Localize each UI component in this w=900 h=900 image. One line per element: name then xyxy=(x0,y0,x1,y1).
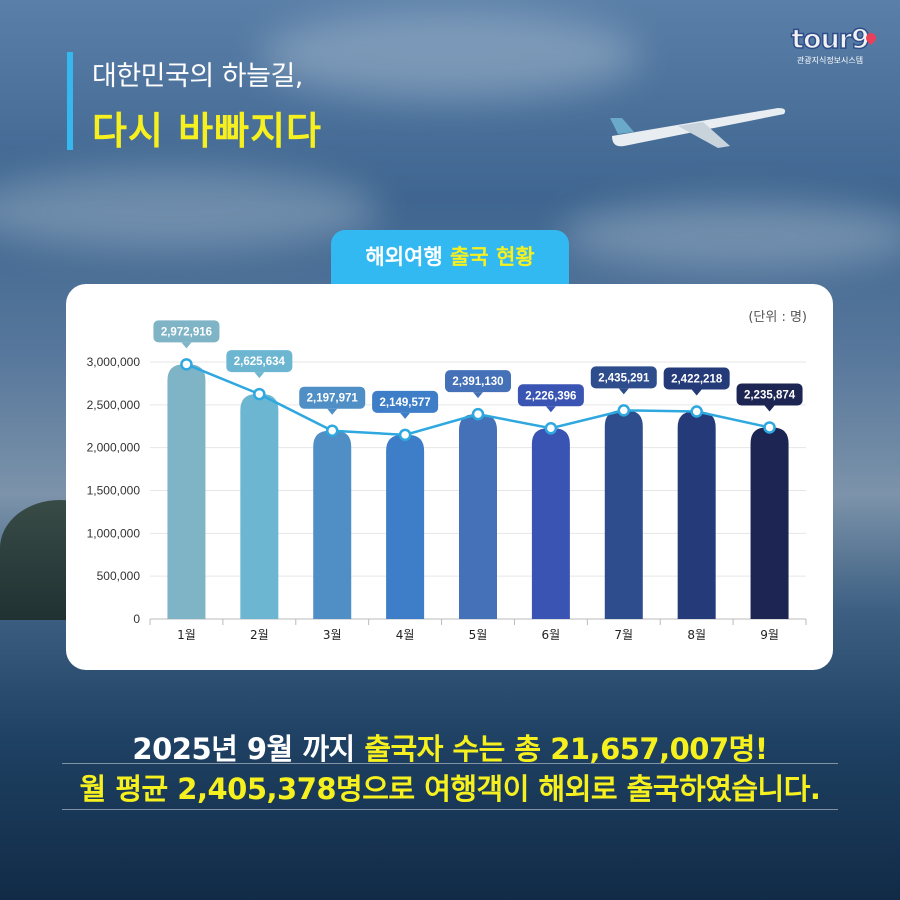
y-tick-label: 2,000,000 xyxy=(87,441,141,455)
y-tick-label: 1,000,000 xyxy=(87,526,141,540)
bar xyxy=(240,394,279,619)
x-tick-label: 9월 xyxy=(760,628,779,642)
data-label-bg xyxy=(663,367,730,390)
cloud xyxy=(260,10,640,100)
data-label-pointer xyxy=(473,392,483,399)
bar xyxy=(459,414,497,619)
x-tick-label: 3월 xyxy=(323,628,342,642)
divider xyxy=(62,763,838,764)
y-tick-label: 0 xyxy=(133,612,140,626)
data-label-bg xyxy=(299,386,366,409)
data-label-bg xyxy=(445,370,511,393)
page-title: 다시 바빠지다 xyxy=(92,109,322,153)
data-label: 2,391,130 xyxy=(452,376,503,388)
x-tick-label: 1월 xyxy=(177,628,196,642)
bar xyxy=(604,410,643,619)
logo-wordmark: tour9 xyxy=(790,23,870,56)
bar xyxy=(386,434,425,619)
bar xyxy=(531,428,570,619)
data-label-pointer xyxy=(400,412,411,419)
y-tick-label: 3,000,000 xyxy=(87,355,141,369)
data-label: 2,149,577 xyxy=(380,397,431,409)
data-point xyxy=(325,424,339,437)
data-label-pointer xyxy=(691,389,702,396)
unit-label: (단위 : 명) xyxy=(748,310,807,325)
data-label: 2,197,971 xyxy=(307,393,359,405)
tour9-logo: tour9 관광지식정보시스템 xyxy=(780,23,880,84)
data-label-pointer xyxy=(764,405,775,412)
data-point xyxy=(180,358,193,371)
x-tick-label: 8월 xyxy=(687,628,706,642)
data-label-pointer xyxy=(618,388,629,395)
data-point xyxy=(471,407,485,421)
data-label-bg xyxy=(590,366,657,389)
y-tick-label: 500,000 xyxy=(97,569,141,583)
data-label-bg xyxy=(736,383,803,406)
data-label-bg xyxy=(372,390,439,413)
cloud xyxy=(0,170,380,250)
chart-section-tab: 해외여행 출국 현황 xyxy=(331,230,569,286)
summary-highlight: 출국자 수는 총 21,657,007명! xyxy=(364,732,768,766)
data-point xyxy=(398,428,412,442)
x-tick-label: 4월 xyxy=(396,628,415,642)
data-label: 2,235,874 xyxy=(744,389,796,401)
data-point xyxy=(617,404,631,417)
page-subtitle: 대한민국의 하늘길, xyxy=(92,61,303,92)
bar xyxy=(313,430,352,619)
data-point xyxy=(253,387,266,401)
data-label-pointer xyxy=(181,342,192,349)
data-label-bg xyxy=(517,384,584,407)
data-point xyxy=(763,421,776,434)
data-point xyxy=(690,405,703,418)
bar xyxy=(677,411,716,619)
bar xyxy=(750,427,789,619)
tab-label-white: 해외여행 xyxy=(365,245,443,269)
title-accent-bar xyxy=(67,52,73,150)
y-tick-label: 2,500,000 xyxy=(87,398,141,412)
bar xyxy=(167,364,206,619)
chart-card: (단위 : 명) 3,000,000 2,500,000 2,000,000 1,50… xyxy=(66,284,833,670)
data-label: 2,226,396 xyxy=(525,390,576,402)
y-tick-label: 1,500,000 xyxy=(87,484,141,498)
data-label: 2,625,634 xyxy=(234,356,286,368)
x-tick-label: 2월 xyxy=(250,628,269,642)
divider xyxy=(62,809,838,810)
data-label-pointer xyxy=(327,408,338,415)
airplane-icon xyxy=(610,108,786,148)
summary-line-1: 2025년 9월 까지 출국자 수는 총 21,657,007명! xyxy=(0,726,900,768)
data-label-bg xyxy=(153,320,220,343)
logo-subtitle: 관광지식정보시스템 xyxy=(796,56,864,65)
data-label-bg xyxy=(226,350,293,373)
summary-prefix: 2025년 9월 까지 xyxy=(132,732,365,766)
cloud xyxy=(560,200,900,270)
data-label-pointer xyxy=(254,372,265,379)
departure-chart: 3,000,000 2,500,000 2,000,000 1,500,000 1,00… xyxy=(87,320,807,642)
data-label-pointer xyxy=(545,406,556,413)
x-tick-label: 5월 xyxy=(469,628,488,642)
summary-line-2: 월 평균 2,405,378명으로 여행객이 해외로 출국하였습니다. xyxy=(79,772,821,806)
x-tick-label: 7월 xyxy=(614,628,633,642)
data-label: 2,972,916 xyxy=(161,326,212,338)
data-point xyxy=(544,422,558,435)
data-label: 2,435,291 xyxy=(598,372,650,384)
tab-label-yellow: 출국 현황 xyxy=(450,245,535,269)
x-tick-label: 6월 xyxy=(542,628,561,642)
data-label: 2,422,218 xyxy=(671,373,723,385)
